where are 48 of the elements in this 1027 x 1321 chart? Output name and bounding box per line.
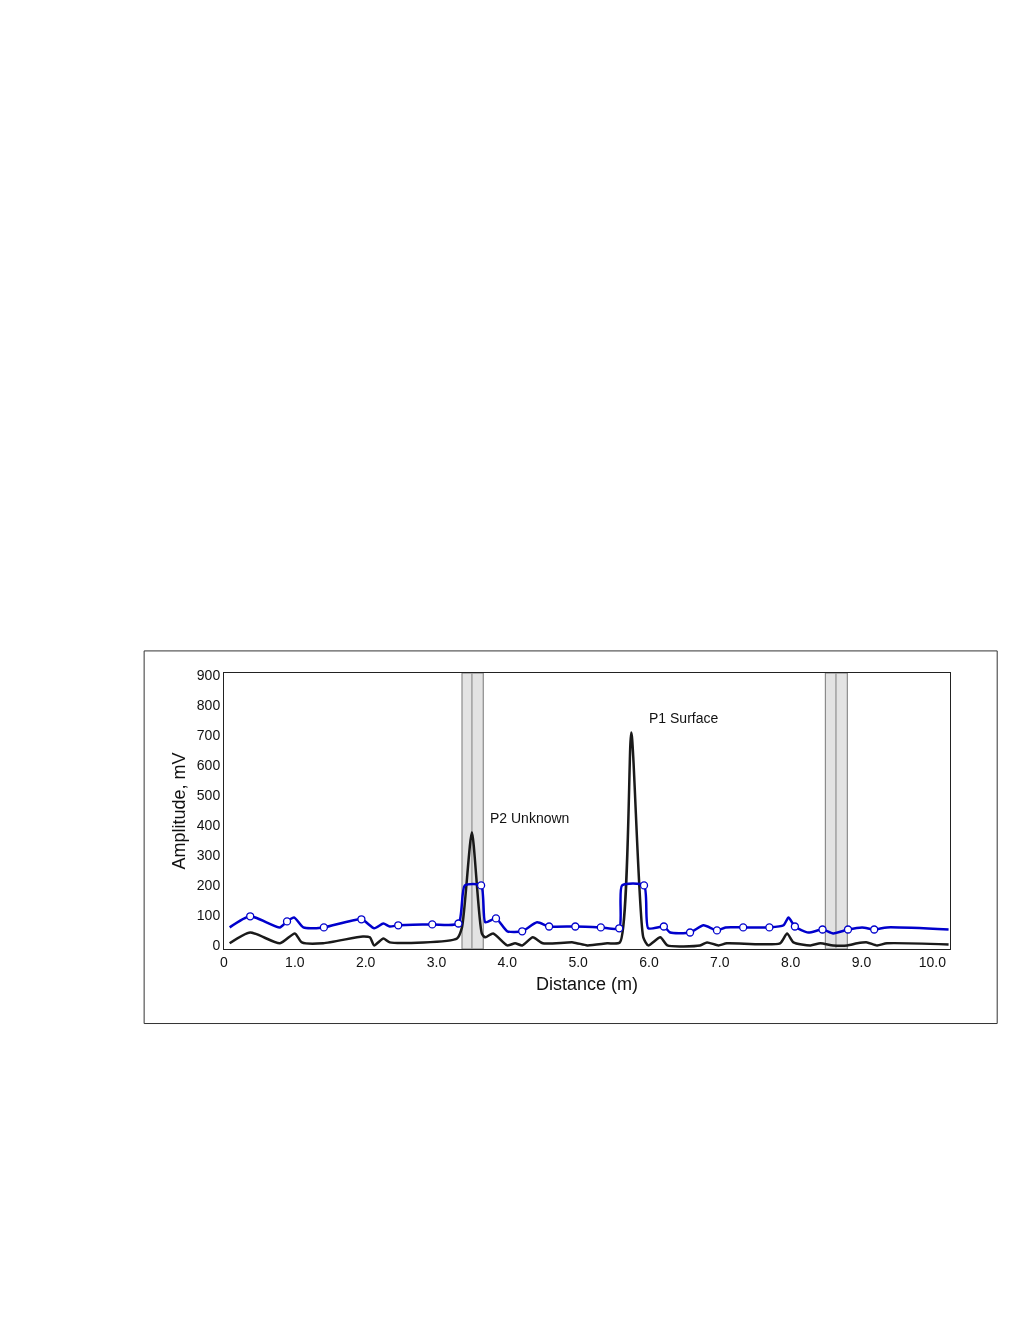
point	[685, 928, 695, 937]
point	[843, 925, 853, 934]
point	[596, 923, 605, 932]
point	[476, 881, 486, 890]
point	[319, 923, 329, 932]
point	[615, 924, 624, 933]
point	[790, 922, 800, 931]
x-tick-label: 2.0	[355, 953, 376, 970]
x-tick-label: 8.0	[780, 953, 801, 970]
y-tick-label: 800	[196, 697, 221, 714]
y-tick-label: 900	[196, 667, 221, 684]
x-tick-label: 10.0	[918, 953, 947, 970]
x-tick-label: 7.0	[710, 953, 730, 970]
point	[739, 923, 748, 932]
point	[428, 920, 437, 929]
point	[818, 925, 827, 934]
y-tick-label: 500	[196, 787, 221, 804]
point	[282, 917, 292, 926]
point	[870, 925, 879, 934]
point	[544, 922, 554, 931]
y-tick-label: 700	[196, 727, 221, 744]
y-tick-label: 300	[196, 847, 221, 864]
point	[454, 919, 463, 928]
point	[712, 926, 722, 935]
point	[246, 912, 255, 921]
x-tick-label: 4.0	[497, 953, 518, 970]
point	[639, 881, 649, 890]
point	[357, 915, 366, 924]
x-tick-label: 6.0	[639, 953, 659, 970]
point	[518, 927, 527, 936]
annotation: P1 Surface	[649, 710, 719, 726]
y-tick-label: 100	[196, 907, 221, 924]
y-tick-label: 600	[196, 757, 221, 774]
point	[394, 921, 403, 930]
annotation: P2 Unknown	[490, 810, 570, 826]
y-tick-label: 200	[196, 877, 221, 894]
y-tick-label: 400	[196, 817, 221, 834]
x-tick-label: 5.0	[568, 953, 589, 970]
point	[765, 923, 774, 932]
x-axis-title: Distance (m)	[535, 973, 639, 994]
y-tick-label: 0	[212, 937, 221, 954]
point	[491, 914, 501, 923]
y-axis-title: Amplitude, mV	[169, 752, 190, 870]
x-tick-label: 3.0	[426, 953, 447, 970]
x-tick-label: 9.0	[851, 953, 872, 970]
point	[659, 922, 668, 931]
point	[571, 922, 580, 931]
x-tick-label: 1.0	[285, 953, 305, 970]
